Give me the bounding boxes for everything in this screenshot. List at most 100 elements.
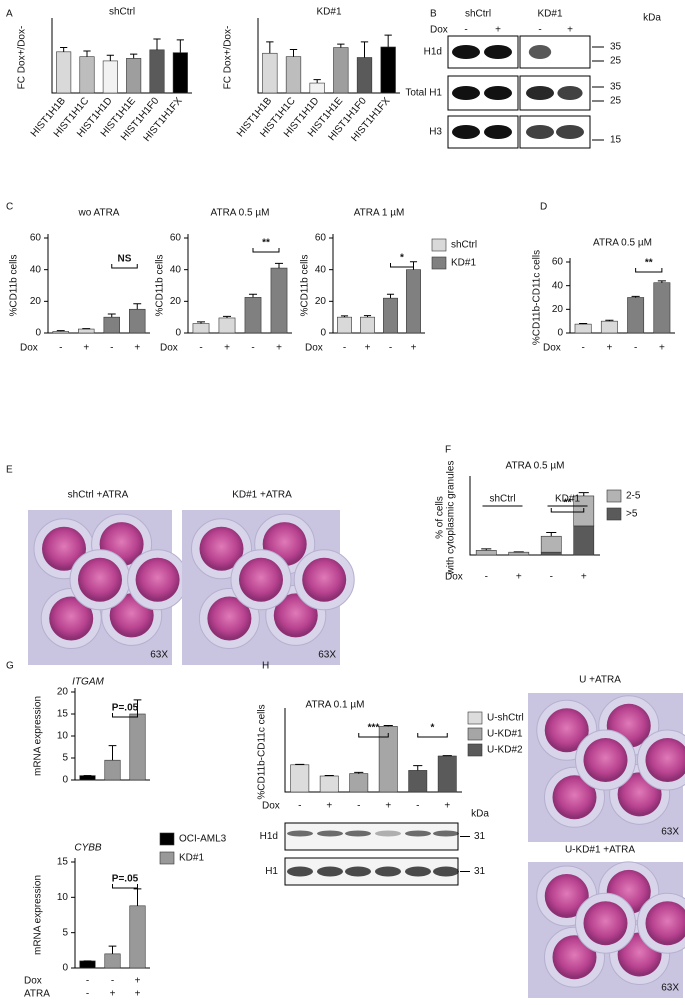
blot-band: [345, 831, 371, 837]
bar-segment: [574, 526, 594, 555]
bar: [53, 331, 69, 333]
y-tick-label: 10: [57, 892, 69, 903]
x-tick-label: +: [110, 989, 116, 1000]
error-bar: [337, 44, 344, 47]
bar: [575, 324, 591, 333]
y-tick-label: 10: [57, 731, 69, 742]
bar: [129, 309, 145, 333]
legend-label: 2-5: [626, 491, 641, 502]
y-axis-label: %CD11b cells: [9, 254, 20, 316]
chart-title: ATRA 0.1 µM: [306, 700, 365, 711]
blot-row-label: H1d: [424, 47, 442, 58]
blot-row-label: Total H1: [405, 88, 442, 99]
bar: [601, 321, 617, 333]
bar-segment: [476, 550, 496, 555]
marker-label: 25: [610, 56, 622, 67]
annotation: *: [400, 253, 404, 264]
x-tick-label: +: [135, 976, 141, 987]
legend-label: >5: [626, 509, 638, 520]
error-bar: [313, 80, 320, 83]
blot-row-label: H3: [429, 127, 442, 138]
blot-band: [452, 125, 480, 139]
micrograph-label: KD#1 +ATRA: [232, 490, 292, 501]
cell: [136, 558, 180, 602]
y-tick-label: 40: [170, 264, 182, 275]
annotation: *: [431, 723, 435, 734]
y-axis-label: mRNA expression: [33, 696, 44, 776]
bar: [103, 61, 117, 93]
magnification: 63X: [661, 983, 679, 994]
x-tick-label: +: [365, 343, 371, 354]
chart-title: ITGAM: [72, 677, 104, 688]
blot-band: [484, 125, 512, 139]
x-tick-label: -: [59, 343, 62, 354]
x-tick-label: -: [634, 343, 637, 354]
bar: [80, 961, 96, 968]
bar: [105, 954, 121, 968]
bar: [173, 53, 187, 93]
annotation: NS: [118, 254, 132, 265]
y-axis-label: %CD11b-CD11c cells: [257, 704, 268, 799]
marker-label: 25: [610, 96, 622, 107]
y-tick-label: 20: [315, 296, 327, 307]
dox-sign: +: [567, 25, 573, 36]
panel-label: F: [445, 445, 451, 456]
bar: [286, 57, 301, 93]
legend-swatch: [607, 508, 621, 520]
x-row-label: Dox: [20, 343, 38, 354]
y-tick-label: 20: [57, 687, 69, 698]
bar: [438, 756, 456, 792]
y-tick-label: 20: [30, 296, 42, 307]
bar: [627, 298, 643, 334]
chart-title: wo ATRA: [78, 208, 120, 219]
y-tick-label: 40: [552, 280, 564, 291]
x-tick-label: -: [111, 976, 114, 987]
legend-swatch: [432, 239, 446, 251]
blot-band: [433, 831, 459, 837]
axis: [258, 18, 400, 93]
axis: [285, 708, 462, 792]
error-bar: [266, 42, 273, 53]
bar: [126, 58, 140, 93]
blot-row-label: H1d: [260, 831, 278, 842]
error-bar: [546, 533, 556, 537]
bar: [80, 776, 96, 780]
legend-swatch: [468, 728, 482, 740]
y-axis-label: with cytoplasmic granules: [446, 461, 457, 576]
error-bar: [384, 35, 391, 47]
y-axis-label: % of cells: [435, 496, 446, 539]
bar: [262, 53, 277, 93]
y-axis-label: mRNA expression: [33, 875, 44, 955]
error-bar: [60, 48, 67, 52]
cell: [78, 558, 122, 602]
blot-band: [375, 831, 401, 837]
annotation: P=.05: [112, 703, 139, 714]
marker-label: 31: [474, 831, 486, 842]
legend-swatch: [468, 744, 482, 756]
y-axis-label: %CD11b cells: [155, 254, 166, 316]
magnification: 63X: [318, 650, 336, 661]
bar: [333, 48, 348, 93]
error-bar: [130, 54, 137, 58]
blot-band: [345, 867, 371, 877]
x-tick-label: +: [276, 343, 282, 354]
cell: [584, 738, 628, 782]
error-bar: [107, 55, 114, 61]
blot-band: [529, 45, 551, 59]
blot-band: [452, 86, 480, 100]
blot-band: [557, 86, 582, 100]
blot-band: [405, 867, 431, 877]
kda-label: kDa: [643, 13, 661, 24]
x-row-label: Dox: [445, 572, 463, 583]
legend-swatch: [607, 490, 621, 502]
x-tick-label: +: [385, 801, 391, 812]
annotation: **: [262, 238, 270, 249]
y-tick-label: 15: [57, 709, 69, 720]
y-axis-label: %CD11b-CD11c cells: [532, 250, 543, 345]
bar: [80, 57, 94, 93]
error-bar: [361, 42, 368, 58]
panel-label: D: [540, 202, 547, 213]
dox-sign: -: [538, 25, 541, 36]
y-tick-label: 15: [57, 857, 69, 868]
y-tick-label: 0: [175, 328, 181, 339]
